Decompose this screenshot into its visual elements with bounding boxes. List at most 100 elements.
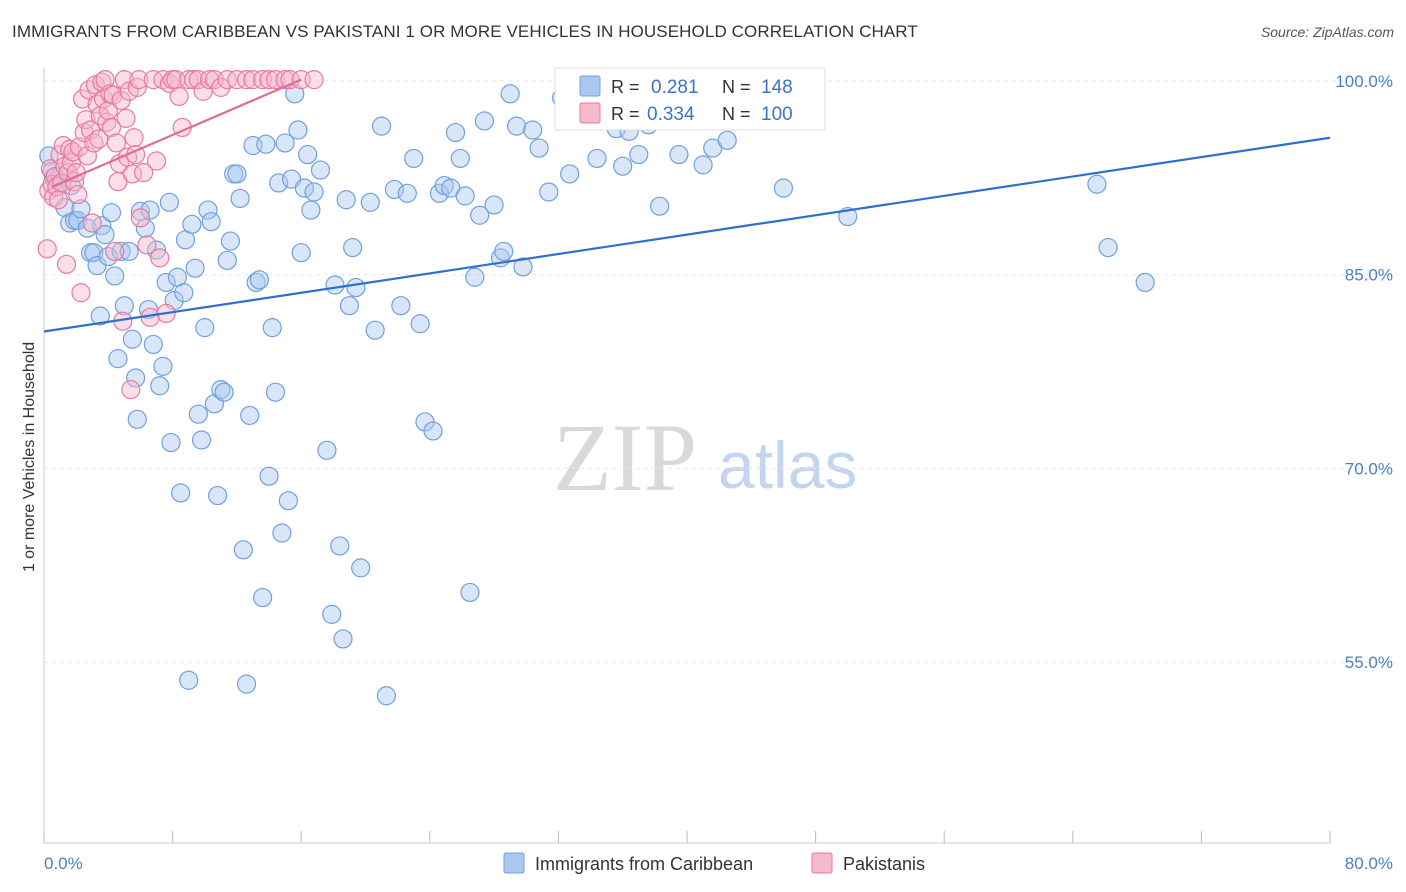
- point-caribbean: [233, 540, 253, 560]
- point-caribbean: [529, 138, 549, 158]
- legend-r-label-pakistanis: R =: [611, 104, 640, 124]
- point-pakistanis: [121, 380, 141, 400]
- series-pakistanis: [37, 70, 324, 400]
- trendline-caribbean: [43, 136, 1331, 333]
- point-pakistanis: [150, 248, 170, 268]
- point-pakistanis: [265, 70, 286, 90]
- point-caribbean: [365, 320, 385, 340]
- point-caribbean: [182, 214, 202, 234]
- point-pakistanis: [37, 239, 57, 259]
- point-caribbean: [278, 491, 298, 511]
- point-caribbean: [384, 179, 405, 200]
- point-pakistanis: [243, 70, 263, 90]
- point-caribbean: [208, 485, 228, 506]
- bottom-legend-swatch-pakistanis: [811, 852, 833, 874]
- point-caribbean: [253, 587, 273, 608]
- point-caribbean: [249, 270, 270, 290]
- point-caribbean: [339, 296, 360, 316]
- legend-n-value-caribbean: 148: [761, 77, 793, 98]
- point-pakistanis: [116, 108, 136, 128]
- point-caribbean: [171, 483, 191, 503]
- point-pakistanis: [227, 70, 247, 90]
- point-caribbean: [460, 582, 480, 603]
- point-caribbean: [330, 536, 350, 556]
- point-caribbean: [397, 183, 417, 203]
- point-caribbean: [445, 122, 466, 143]
- point-caribbean: [95, 225, 115, 245]
- point-pakistanis: [217, 70, 237, 90]
- point-caribbean: [465, 267, 485, 287]
- point-pakistanis: [169, 86, 189, 107]
- point-caribbean: [143, 334, 163, 355]
- point-caribbean: [227, 164, 247, 184]
- point-caribbean: [404, 148, 424, 169]
- point-pakistanis: [179, 70, 199, 90]
- point-caribbean: [560, 164, 580, 184]
- point-caribbean: [127, 409, 147, 429]
- point-caribbean: [291, 243, 311, 263]
- point-caribbean: [325, 275, 345, 295]
- legend-r-label-caribbean: R =: [611, 77, 640, 97]
- point-caribbean: [669, 144, 689, 165]
- trendline-pakistanis: [51, 78, 302, 188]
- point-pakistanis: [100, 84, 120, 104]
- point-pakistanis: [211, 77, 231, 97]
- point-caribbean: [376, 686, 396, 706]
- point-caribbean: [310, 160, 331, 180]
- point-caribbean: [90, 306, 110, 326]
- stats-legend: R = 0.281 N = 148 R = 0.334 N = 100: [554, 67, 826, 131]
- y-axis-title: 1 or more Vehicles in Household: [21, 342, 38, 572]
- watermark-zip: ZIP: [553, 404, 697, 511]
- point-pakistanis: [146, 151, 167, 171]
- point-caribbean: [256, 134, 276, 154]
- legend-n-label-pakistanis: N =: [722, 104, 751, 124]
- point-caribbean: [68, 210, 88, 231]
- point-caribbean: [474, 111, 495, 131]
- point-caribbean: [410, 314, 430, 334]
- point-caribbean: [360, 192, 380, 212]
- point-caribbean: [269, 173, 289, 193]
- point-caribbean: [259, 466, 279, 486]
- watermark: ZIP atlas: [553, 404, 857, 511]
- point-pakistanis: [76, 110, 96, 130]
- point-caribbean: [195, 318, 215, 338]
- point-caribbean: [161, 432, 181, 453]
- point-pakistanis: [236, 70, 257, 90]
- point-caribbean: [613, 156, 633, 176]
- point-caribbean: [185, 258, 205, 278]
- point-caribbean: [317, 440, 337, 460]
- point-caribbean: [211, 380, 231, 400]
- y-tick-label: 85.0%: [1345, 266, 1393, 285]
- point-caribbean: [470, 205, 490, 225]
- point-caribbean: [122, 329, 143, 349]
- point-caribbean: [153, 356, 173, 376]
- y-tick-label: 55.0%: [1345, 653, 1393, 672]
- point-caribbean: [214, 382, 234, 402]
- point-caribbean: [294, 178, 315, 198]
- point-caribbean: [455, 186, 475, 206]
- point-caribbean: [285, 84, 305, 104]
- point-caribbean: [201, 212, 221, 232]
- point-caribbean: [693, 155, 713, 175]
- point-caribbean: [391, 296, 411, 316]
- point-caribbean: [423, 421, 443, 441]
- point-caribbean: [191, 430, 212, 450]
- source-attribution: Source: ZipAtlas.com: [1260, 24, 1394, 40]
- point-caribbean: [159, 192, 179, 212]
- point-caribbean: [126, 368, 146, 388]
- trendlines: [43, 78, 1331, 333]
- point-caribbean: [240, 405, 260, 426]
- legend-r-value-pakistanis: 0.334: [647, 104, 695, 125]
- point-caribbean: [343, 237, 363, 258]
- point-caribbean: [217, 250, 237, 271]
- point-caribbean: [484, 195, 504, 215]
- point-caribbean: [236, 674, 257, 694]
- point-pakistanis: [87, 94, 107, 114]
- point-pakistanis: [129, 70, 149, 90]
- point-pakistanis: [63, 142, 83, 162]
- point-pakistanis: [143, 70, 163, 90]
- gridlines: [44, 80, 1393, 663]
- point-caribbean: [174, 283, 194, 303]
- point-caribbean: [108, 349, 128, 369]
- point-caribbean: [304, 182, 324, 202]
